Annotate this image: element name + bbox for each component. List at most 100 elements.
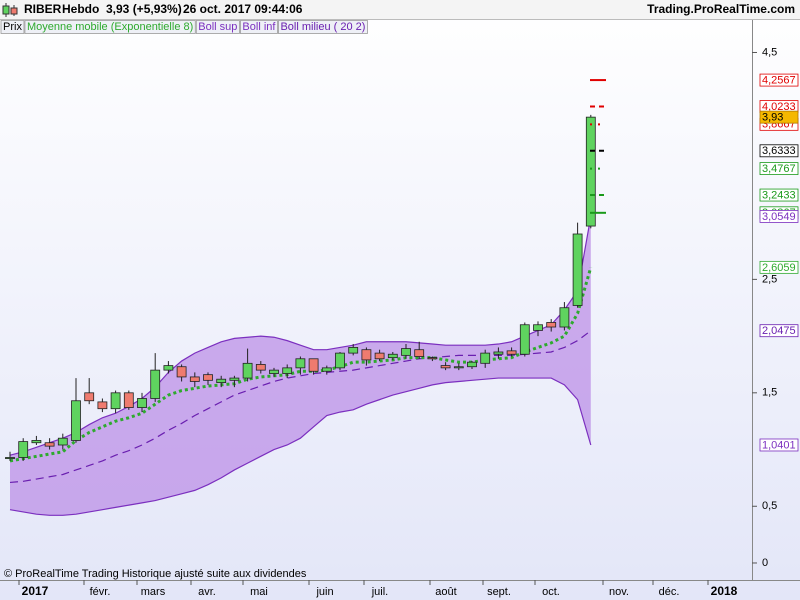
candle-body [71, 400, 81, 441]
series-last-label-box [759, 438, 799, 452]
candle-body [361, 349, 372, 361]
series-last-label-box [759, 210, 799, 223]
level-label: 3,4767 [762, 163, 796, 175]
candle-body [176, 366, 187, 378]
symbol-icon [2, 3, 18, 17]
candle-body [453, 366, 464, 369]
level-label: 3,6333 [762, 145, 796, 157]
candle-body [216, 378, 227, 384]
candle-body [533, 324, 543, 331]
legend-label: Moyenne mobile (Exponentielle 8) [27, 21, 193, 33]
candle-body [5, 457, 15, 460]
candle-body [229, 377, 240, 381]
candle-body [546, 322, 557, 328]
legend-label: Prix [3, 21, 22, 33]
legend: Prix Moyenne mobile (Exponentielle 8) Boll… [0, 20, 368, 34]
y-tick-label: 4,5 [762, 46, 777, 58]
level-label: 4,0233 [762, 101, 796, 113]
last-close-label: 3,93 [762, 112, 783, 124]
x-tick-label: avr. [198, 586, 216, 598]
candle-body [18, 441, 29, 458]
series-last-label: 2,6059 [762, 262, 796, 274]
candle-body [110, 392, 121, 410]
candle-body [163, 365, 174, 371]
candle-body [321, 367, 332, 372]
x-tick-label: 2018 [711, 584, 738, 598]
y-tick-label: 2,5 [762, 273, 777, 285]
legend-chip [278, 20, 368, 34]
candle-body [255, 364, 266, 371]
legend-chip [195, 20, 240, 34]
candle-body [123, 392, 134, 408]
x-tick-label: juil. [371, 586, 389, 598]
x-tick-label: mars [141, 586, 166, 598]
series-line [9, 216, 592, 456]
datetime: 26 oct. 2017 09:44:06 [183, 2, 303, 16]
candle-body [137, 398, 147, 408]
symbol: RIBER [24, 2, 62, 16]
candle-body [374, 352, 385, 360]
plot-area [5, 79, 606, 516]
candle-body [480, 352, 491, 364]
series-last-label-box [759, 260, 799, 274]
series-line [9, 266, 593, 463]
x-tick-label: sept. [487, 586, 511, 598]
candle-body [269, 369, 279, 374]
candle-body [295, 358, 306, 369]
candle-body [387, 353, 398, 359]
quote: 3,93 (+5,93%) [106, 2, 182, 16]
candle-body [440, 365, 451, 369]
candle-body [559, 307, 570, 328]
level-label-box [759, 162, 799, 175]
candle-body [572, 233, 583, 306]
legend-chip [0, 20, 25, 34]
y-tick-label: 1,5 [762, 387, 777, 399]
candle-body [335, 352, 345, 369]
level-label: 3,8667 [762, 119, 796, 131]
y-tick-label: 0 [762, 557, 768, 569]
x-tick-label: août [435, 586, 456, 598]
candle-body [308, 358, 319, 372]
x-tick-label: déc. [659, 586, 680, 598]
series-last-label: 1,0401 [762, 439, 796, 451]
x-tick-label: juin [315, 586, 333, 598]
x-tick-label: nov. [609, 586, 629, 598]
legend-label: Boll inf [242, 21, 276, 33]
series-last-label: 3,0549 [762, 211, 796, 223]
level-label: 4,2567 [762, 74, 796, 86]
candle-body [57, 437, 68, 446]
footer: © ProRealTime Trading Historique ajusté … [4, 568, 307, 580]
level-label-box [759, 144, 799, 158]
legend-label: Boll milieu ( 20 2) [280, 21, 365, 33]
x-tick-label: 2017 [22, 584, 49, 598]
candle-body [585, 116, 596, 227]
legend-chip [240, 20, 278, 34]
candle-body [203, 374, 213, 381]
candle-body [467, 361, 477, 368]
candle-body [493, 351, 504, 355]
series-line [9, 377, 592, 516]
legend-chip [24, 20, 196, 34]
candle-body [150, 369, 161, 399]
x-tick-label: févr. [90, 586, 111, 598]
candle-body [97, 401, 108, 410]
x-tick-label: mai [250, 586, 268, 598]
period: Hebdo [62, 2, 99, 16]
last-close-label-box [759, 110, 799, 124]
y-tick-label: 0,5 [762, 500, 777, 512]
candle-body [44, 442, 55, 447]
candle-body [414, 349, 425, 357]
candle-body [189, 376, 200, 382]
candle-body [506, 350, 517, 355]
header-bar [0, 0, 800, 20]
level-label: 3,2433 [762, 189, 796, 201]
series-last-label-box [759, 324, 799, 338]
candle-body [242, 362, 253, 379]
candle-body [401, 348, 411, 356]
level-label-box [759, 73, 799, 87]
candle-body [519, 324, 530, 355]
legend-label: Boll sup [198, 21, 237, 33]
